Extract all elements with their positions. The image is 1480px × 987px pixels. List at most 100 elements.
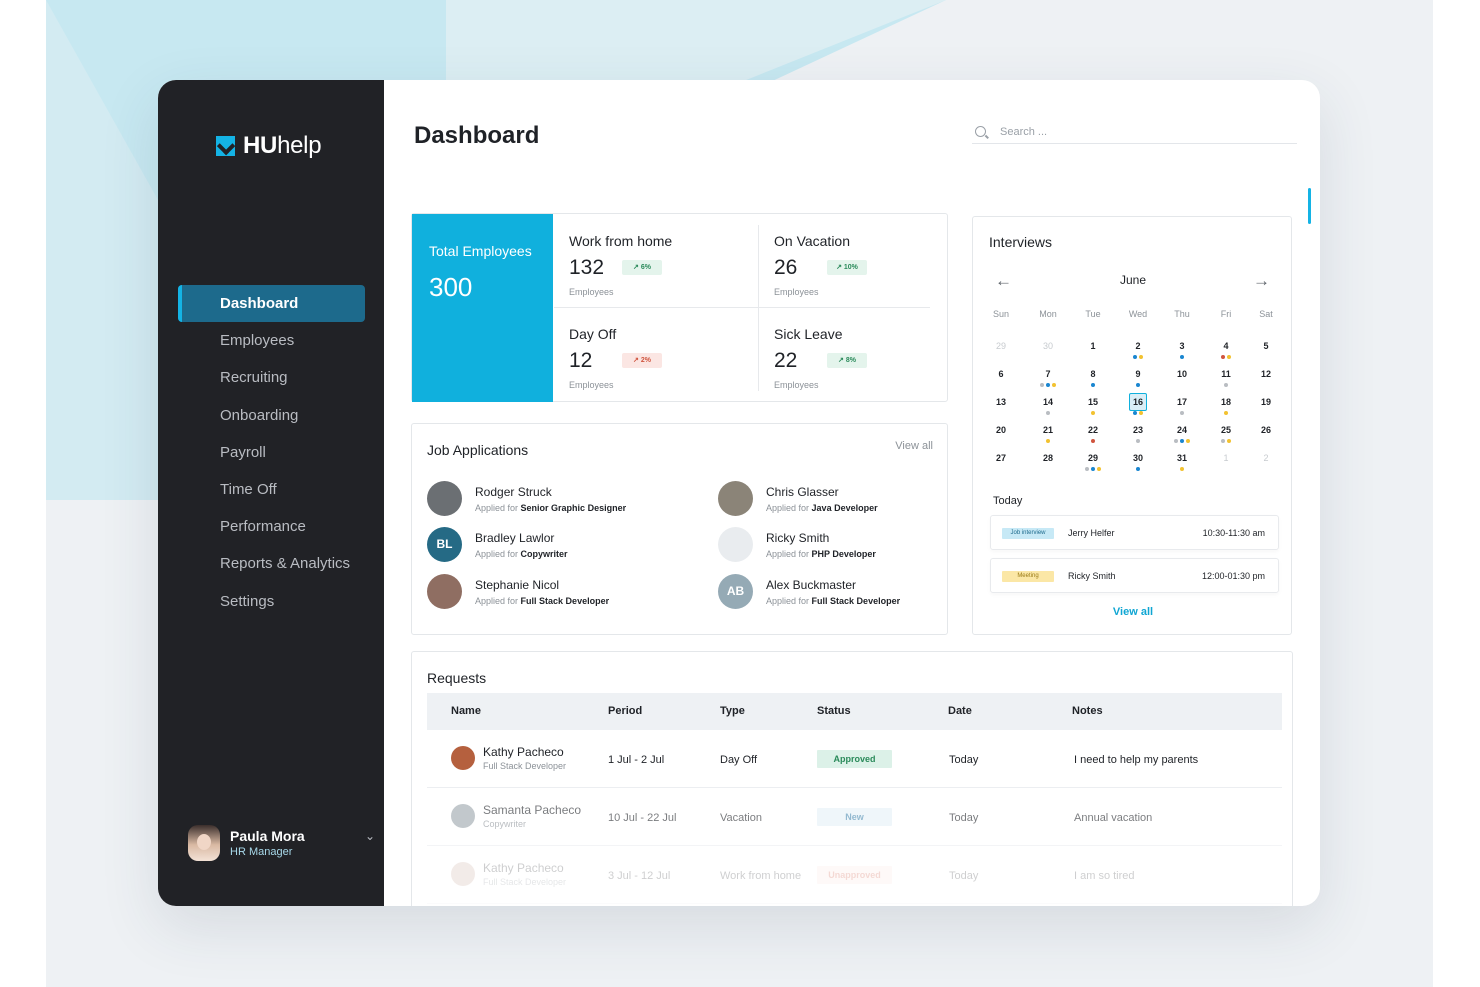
- user-profile[interactable]: Paula Mora HR Manager ⌄: [188, 825, 375, 861]
- applicant-item[interactable]: Ricky Smith Applied for PHP Developer: [718, 527, 978, 567]
- calendar-day[interactable]: 17: [1176, 397, 1187, 407]
- column-header[interactable]: Type: [720, 705, 745, 717]
- calendar-day[interactable]: 30: [1042, 341, 1053, 351]
- nav-item-time-off[interactable]: Time Off: [220, 480, 277, 498]
- calendar-day[interactable]: 1: [1223, 453, 1229, 463]
- event-dot: [1046, 411, 1050, 415]
- column-header[interactable]: Period: [608, 705, 643, 717]
- calendar-day[interactable]: 25: [1220, 425, 1231, 435]
- calendar-day[interactable]: 5: [1263, 341, 1269, 351]
- calendar-day[interactable]: 8: [1090, 369, 1096, 379]
- stat-value: 12: [569, 349, 593, 372]
- calendar-day[interactable]: 14: [1042, 397, 1053, 407]
- scrollbar[interactable]: [1308, 188, 1311, 224]
- applicant-item[interactable]: Stephanie Nicol Applied for Full Stack De…: [427, 574, 687, 614]
- applicant-name: Ricky Smith: [766, 531, 830, 545]
- stat-day-off[interactable]: Day Off 12 ↗ 2% Employees: [553, 307, 743, 401]
- column-header[interactable]: Status: [817, 705, 851, 717]
- event-dots: [1224, 383, 1228, 387]
- column-header[interactable]: Date: [948, 705, 972, 717]
- stat-on-vacation[interactable]: On Vacation 26 ↗ 10% Employees: [758, 214, 948, 308]
- calendar-day[interactable]: 10: [1176, 369, 1187, 379]
- nav-item-settings[interactable]: Settings: [220, 592, 275, 610]
- arrow-right-icon[interactable]: →: [1253, 271, 1270, 290]
- calendar-day[interactable]: 13: [995, 397, 1006, 407]
- column-header[interactable]: Name: [451, 705, 481, 717]
- nav-item-recruiting[interactable]: Recruiting: [220, 369, 288, 387]
- stat-sub: Employees: [569, 287, 614, 297]
- avatar: [718, 481, 753, 516]
- calendar-day[interactable]: 1: [1090, 341, 1096, 351]
- calendar-day[interactable]: 19: [1260, 397, 1271, 407]
- logo[interactable]: HUhelp: [216, 132, 322, 160]
- applicant-item[interactable]: AB Alex Buckmaster Applied for Full Stack …: [718, 574, 978, 614]
- nav-item-reports[interactable]: Reports & Analytics: [220, 555, 351, 573]
- nav-item-onboarding[interactable]: Onboarding: [220, 406, 299, 424]
- event-dots: [1136, 467, 1140, 471]
- nav-item-payroll[interactable]: Payroll: [220, 443, 266, 461]
- trend-badge: ↗ 6%: [622, 260, 662, 275]
- event-dot: [1221, 439, 1225, 443]
- calendar-day[interactable]: 2: [1135, 341, 1141, 351]
- table-row[interactable]: Kathy Pacheco Full Stack Developer 1 Jul -…: [427, 730, 1282, 788]
- calendar-day[interactable]: 29: [995, 341, 1006, 351]
- event-dots: [1046, 411, 1050, 415]
- weekday-label: Wed: [1128, 309, 1148, 319]
- arrow-left-icon[interactable]: ←: [995, 271, 1012, 290]
- calendar-day[interactable]: 23: [1132, 425, 1143, 435]
- stats-card: Total Employees 300 Work from home 132 ↗…: [411, 213, 948, 402]
- logo-text-rest: help: [277, 132, 322, 159]
- event-item[interactable]: Job interview Jerry Helfer 10:30-11:30 a…: [990, 515, 1279, 550]
- event-dots: [1180, 467, 1184, 471]
- calendar-day[interactable]: 20: [995, 425, 1006, 435]
- calendar-day[interactable]: 7: [1045, 369, 1051, 379]
- event-tag: Meeting: [1002, 571, 1054, 582]
- calendar-month: June: [1119, 273, 1147, 287]
- stat-total-employees[interactable]: Total Employees 300: [412, 214, 553, 402]
- nav-item-performance[interactable]: Performance: [220, 518, 306, 536]
- event-item[interactable]: Meeting Ricky Smith 12:00-01:30 pm: [990, 558, 1279, 593]
- request-notes: I am so tired: [1074, 870, 1135, 882]
- calendar-day[interactable]: 30: [1132, 453, 1143, 463]
- calendar-day[interactable]: 12: [1260, 369, 1271, 379]
- view-all-link[interactable]: View all: [895, 440, 933, 452]
- calendar-day[interactable]: 4: [1223, 341, 1229, 351]
- event-tag: Job interview: [1002, 528, 1054, 539]
- nav-item-employees[interactable]: Employees: [220, 332, 295, 350]
- stat-work-from-home[interactable]: Work from home 132 ↗ 6% Employees: [553, 214, 743, 308]
- applicant-name: Rodger Struck: [475, 485, 552, 499]
- calendar-day[interactable]: 22: [1087, 425, 1098, 435]
- calendar-day[interactable]: 18: [1220, 397, 1231, 407]
- stat-label: Day Off: [569, 326, 617, 342]
- table-row[interactable]: Samanta Pacheco Copywriter 10 Jul - 22 Jul…: [427, 788, 1282, 846]
- calendar-day[interactable]: 16: [1132, 397, 1143, 407]
- calendar-day[interactable]: 26: [1260, 425, 1271, 435]
- applicant-item[interactable]: Rodger Struck Applied for Senior Graphic …: [427, 481, 687, 521]
- calendar-day[interactable]: 15: [1087, 397, 1098, 407]
- calendar-day[interactable]: 9: [1135, 369, 1141, 379]
- applicant-item[interactable]: Chris Glasser Applied for Java Developer: [718, 481, 978, 521]
- applicant-item[interactable]: BL Bradley Lawlor Applied for Copywriter: [427, 527, 687, 567]
- calendar-day[interactable]: 21: [1042, 425, 1053, 435]
- search-input[interactable]: [1000, 125, 1280, 138]
- divider: [554, 307, 930, 308]
- today-label: Today: [993, 495, 1023, 507]
- chevron-down-icon[interactable]: ⌄: [365, 829, 376, 843]
- calendar-day[interactable]: 31: [1176, 453, 1187, 463]
- view-all-link[interactable]: View all: [1112, 606, 1154, 618]
- table-row[interactable]: Kathy Pacheco Full Stack Developer 3 Jul -…: [427, 846, 1282, 904]
- column-header[interactable]: Notes: [1072, 705, 1103, 717]
- calendar-day[interactable]: 29: [1087, 453, 1098, 463]
- calendar-day[interactable]: 11: [1221, 369, 1231, 379]
- request-name: Kathy Pacheco: [483, 861, 564, 875]
- event-dots: [1221, 355, 1231, 359]
- calendar-day[interactable]: 27: [995, 453, 1006, 463]
- stat-sick-leave[interactable]: Sick Leave 22 ↗ 8% Employees: [758, 307, 948, 401]
- calendar-day[interactable]: 28: [1042, 453, 1053, 463]
- calendar-day[interactable]: 6: [998, 369, 1004, 379]
- calendar-day[interactable]: 2: [1263, 453, 1269, 463]
- calendar-day[interactable]: 3: [1179, 341, 1185, 351]
- nav-item-dashboard[interactable]: Dashboard: [178, 285, 365, 322]
- request-date: Today: [949, 754, 979, 766]
- calendar-day[interactable]: 24: [1176, 425, 1187, 435]
